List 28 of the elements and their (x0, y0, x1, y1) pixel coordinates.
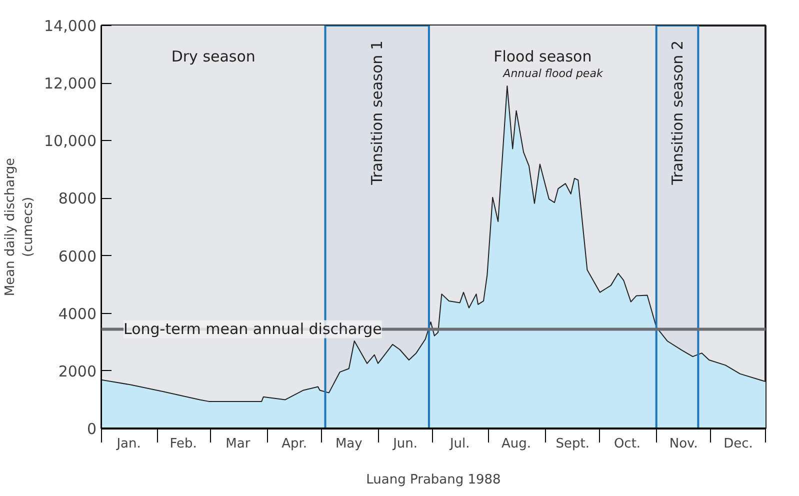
y-tick-label: 8000 (58, 190, 97, 208)
y-tick-label: 2000 (58, 362, 97, 380)
x-tick-label: Feb. (170, 436, 197, 452)
x-tick-label: Nov. (669, 436, 698, 452)
x-tick-label: Dec. (724, 436, 753, 452)
x-tick-label: Apr. (282, 436, 308, 452)
band-label: Dry season (171, 48, 256, 66)
x-tick-label: Mar (226, 436, 251, 452)
band-label: Transition season 1 (368, 40, 386, 186)
y-tick-label: 10,000 (44, 132, 97, 150)
y-axis-title: Mean daily discharge (cumecs) (3, 158, 36, 296)
annotation: Annual flood peak (502, 66, 604, 80)
x-axis-title: Luang Prabang 1988 (366, 472, 501, 488)
x-tick-label: Jan. (116, 436, 141, 452)
ref-line-label: Long-term mean annual discharge (124, 320, 382, 338)
y-tick-label: 0 (86, 420, 97, 438)
band-label: Transition season 2 (668, 40, 686, 186)
x-tick-label: Aug. (502, 436, 532, 452)
band-label: Flood season (494, 48, 592, 66)
y-tick-label: 12,000 (44, 74, 97, 93)
x-tick-label: Jun. (392, 436, 418, 452)
y-tick-label: 6000 (58, 247, 97, 266)
x-tick-label: Sept. (556, 436, 590, 452)
x-tick-label: Jul. (448, 436, 470, 452)
y-tick-label: 4000 (58, 304, 97, 323)
x-tick-label: Oct. (614, 436, 641, 452)
x-tick-label: May (335, 436, 363, 452)
y-tick-label: 14,000 (44, 17, 97, 35)
